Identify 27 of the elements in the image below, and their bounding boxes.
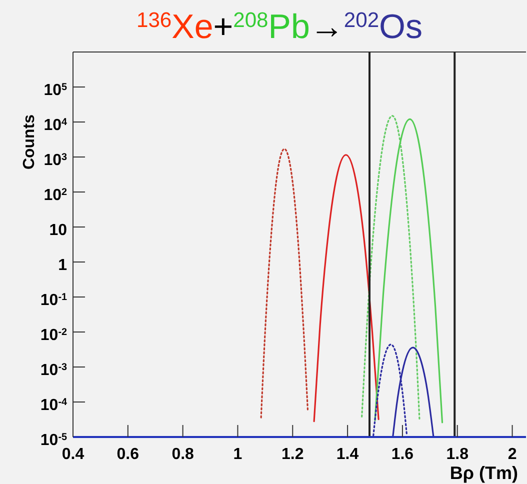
line-series bbox=[374, 118, 444, 424]
chart-title: $^{136}$Xe+$^{208}$Pb→$^{202}$Os bbox=[136, 8, 423, 46]
line-series bbox=[313, 154, 380, 422]
x-axis-title: Bρ (Tm) bbox=[450, 463, 518, 483]
y-tick-label: 10$^{-5}$ bbox=[40, 432, 68, 449]
y-tick-label: 10$^{-2}$ bbox=[40, 326, 68, 344]
y-tick-label: 10$^{-4}$ bbox=[40, 396, 68, 414]
x-tick-label: 1 bbox=[233, 446, 242, 463]
line-series bbox=[260, 148, 309, 418]
x-tick-label: 1.6 bbox=[391, 446, 414, 463]
y-axis-title: Counts bbox=[21, 114, 38, 170]
y-tick-label: 10$^{2}$ bbox=[44, 186, 68, 204]
x-tick-label: 1.8 bbox=[446, 446, 469, 463]
line-series bbox=[361, 115, 420, 420]
x-tick-label: 1.4 bbox=[336, 446, 359, 463]
x-tick-label: 0.4 bbox=[62, 446, 84, 463]
y-tick-label: 10 bbox=[49, 222, 68, 239]
y-tick-label: 10$^{-3}$ bbox=[40, 362, 68, 379]
y-tick-label: 10$^{4}$ bbox=[44, 116, 68, 134]
x-tick-label: 0.6 bbox=[116, 446, 140, 463]
y-tick-label: 10$^{-1}$ bbox=[40, 292, 68, 309]
y-tick-label: 1 bbox=[58, 257, 68, 274]
x-tick-label: 2 bbox=[508, 446, 517, 463]
y-tick-label: 10$^{3}$ bbox=[44, 152, 68, 169]
y-tick-label: 10$^{5}$ bbox=[44, 82, 68, 99]
x-tick-label: 1.2 bbox=[282, 446, 304, 463]
x-tick-label: 0.8 bbox=[172, 446, 194, 463]
